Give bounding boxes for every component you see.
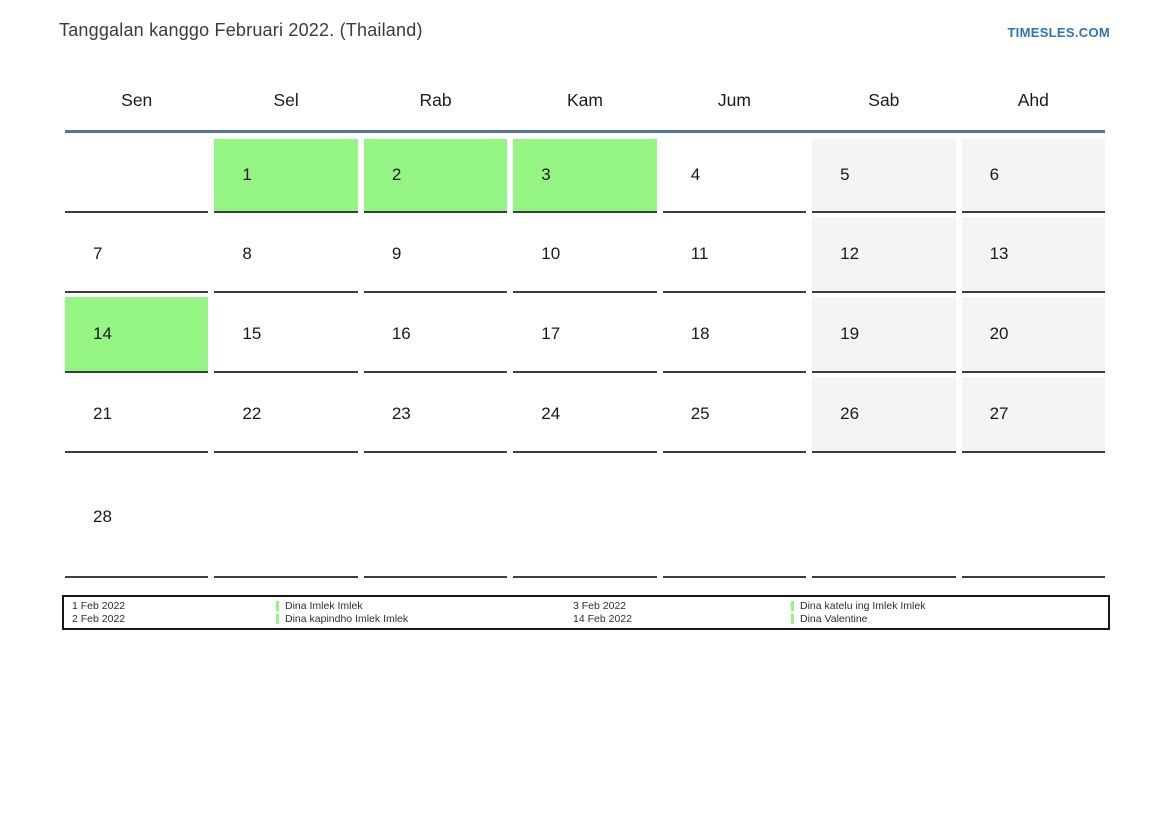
weekday-label: Ahd — [1017, 89, 1049, 110]
day-number: 23 — [391, 404, 411, 423]
day-number: 7 — [93, 244, 103, 263]
legend-event-label: Dina Valentine — [800, 613, 868, 625]
day-cell-empty — [513, 457, 657, 578]
day-number: 14 — [93, 324, 112, 343]
legend-event: Dina Valentine — [791, 613, 1108, 625]
day-number: 26 — [840, 404, 860, 423]
legend-dates-column-2: 3 Feb 2022 14 Feb 2022 — [573, 600, 791, 625]
day-number: 6 — [989, 165, 1000, 184]
legend-event-label: Dina kapindho Imlek Imlek — [285, 613, 409, 625]
day-number: 1 — [242, 165, 252, 184]
day-number: 28 — [93, 506, 112, 526]
weekday-label: Sen — [121, 89, 153, 110]
brand-link[interactable]: TIMESLES.COM — [1007, 25, 1110, 40]
day-number: 8 — [242, 244, 252, 263]
day-cell-14: 14 — [65, 297, 209, 373]
legend-box: 1 Feb 2022 2 Feb 2022 Dina Imlek Imlek D… — [62, 595, 1110, 630]
legend-event: Dina kapindho Imlek Imlek — [276, 613, 573, 625]
day-cell-22: 22 — [214, 377, 358, 453]
day-cell-28: 28 — [65, 457, 209, 578]
day-cell-27: 27 — [961, 377, 1105, 453]
weekday-row: Sen Sel Rab Kam Jum Sab Ahd — [65, 80, 1105, 133]
day-cell-10: 10 — [513, 217, 657, 293]
weekday-label: Kam — [567, 89, 603, 110]
day-number: 21 — [93, 404, 112, 423]
day-number: 5 — [840, 165, 850, 184]
day-number: 20 — [989, 324, 1009, 343]
day-cell-6: 6 — [961, 139, 1105, 213]
weekday-label: Rab — [419, 89, 452, 110]
day-cell-empty — [65, 139, 209, 213]
day-cell-7: 7 — [65, 217, 209, 293]
day-cell-empty — [214, 457, 358, 578]
day-number: 17 — [541, 324, 561, 343]
day-cell-16: 16 — [363, 297, 508, 373]
day-number: 15 — [242, 324, 262, 343]
day-number: 18 — [690, 324, 710, 343]
day-number: 27 — [989, 404, 1009, 423]
day-number: 2 — [391, 165, 402, 184]
day-number: 10 — [541, 244, 561, 263]
day-number: 25 — [690, 404, 710, 423]
day-cell-9: 9 — [363, 217, 508, 293]
legend-date: 14 Feb 2022 — [573, 613, 632, 625]
legend-date: 3 Feb 2022 — [573, 600, 627, 612]
day-cell-18: 18 — [662, 297, 807, 373]
calendar-grid: 1 2 3 4 5 6 7 8 9 10 11 12 13 14 15 16 17 18 19 20 21 22 23 24 2… — [65, 139, 1105, 578]
weekday-label: Sab — [868, 89, 900, 110]
legend-event: Dina katelu ing Imlek Imlek — [791, 600, 1108, 612]
day-cell-empty — [363, 457, 508, 578]
legend-date: 1 Feb 2022 — [72, 600, 126, 612]
day-cell-23: 23 — [363, 377, 508, 453]
weekday-label: Jum — [717, 89, 751, 110]
day-cell-2: 2 — [363, 139, 508, 213]
day-cell-8: 8 — [214, 217, 358, 293]
day-number: 24 — [541, 404, 561, 423]
legend-event-label: Dina Imlek Imlek — [285, 600, 363, 612]
legend-event-label: Dina katelu ing Imlek Imlek — [800, 600, 926, 612]
day-number: 4 — [690, 165, 701, 184]
day-cell-15: 15 — [214, 297, 358, 373]
day-cell-17: 17 — [513, 297, 657, 373]
day-cell-5: 5 — [812, 139, 956, 213]
day-cell-empty — [812, 457, 956, 578]
weekday-label: Sel — [273, 89, 299, 110]
legend-dates-column-1: 1 Feb 2022 2 Feb 2022 — [64, 600, 276, 625]
day-number: 13 — [989, 244, 1009, 263]
event-marker-icon — [276, 614, 279, 624]
day-cell-12: 12 — [812, 217, 956, 293]
day-number: 12 — [840, 244, 860, 263]
day-number: 16 — [391, 324, 411, 343]
day-cell-13: 13 — [961, 217, 1105, 293]
day-number: 3 — [541, 165, 551, 184]
legend-events-column-1: Dina Imlek Imlek Dina kapindho Imlek Iml… — [276, 600, 573, 625]
day-cell-1: 1 — [214, 139, 358, 213]
day-number: 9 — [391, 244, 402, 263]
day-cell-4: 4 — [662, 139, 807, 213]
day-cell-empty — [961, 457, 1105, 578]
page-title: Tanggalan kanggo Februari 2022. (Thailan… — [59, 20, 423, 40]
day-cell-19: 19 — [812, 297, 956, 373]
event-marker-icon — [791, 601, 794, 611]
day-cell-26: 26 — [812, 377, 956, 453]
legend-events-column-2: Dina katelu ing Imlek Imlek Dina Valenti… — [791, 600, 1108, 625]
day-number: 19 — [840, 324, 860, 343]
day-cell-21: 21 — [65, 377, 209, 453]
day-number: 22 — [242, 404, 262, 423]
day-cell-3: 3 — [513, 139, 657, 213]
event-marker-icon — [791, 614, 794, 624]
calendar: Sen Sel Rab Kam Jum Sab Ahd 1 2 3 4 5 6 7 8 9 10 11 12 13 1… — [65, 80, 1105, 578]
day-cell-11: 11 — [662, 217, 807, 293]
day-cell-20: 20 — [961, 297, 1105, 373]
legend-event: Dina Imlek Imlek — [276, 600, 573, 612]
day-cell-24: 24 — [513, 377, 657, 453]
day-number: 11 — [690, 244, 709, 263]
day-cell-empty — [662, 457, 807, 578]
event-marker-icon — [276, 601, 279, 611]
legend-date: 2 Feb 2022 — [72, 613, 126, 625]
day-cell-25: 25 — [662, 377, 807, 453]
